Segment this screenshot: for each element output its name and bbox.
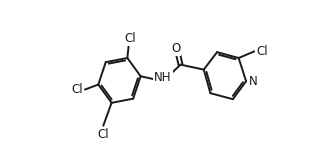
Text: O: O [171,42,180,55]
Text: Cl: Cl [97,128,109,141]
Text: NH: NH [154,71,172,84]
Text: N: N [249,75,257,88]
Text: Cl: Cl [256,45,268,58]
Text: Cl: Cl [124,32,136,45]
Text: Cl: Cl [71,83,83,96]
